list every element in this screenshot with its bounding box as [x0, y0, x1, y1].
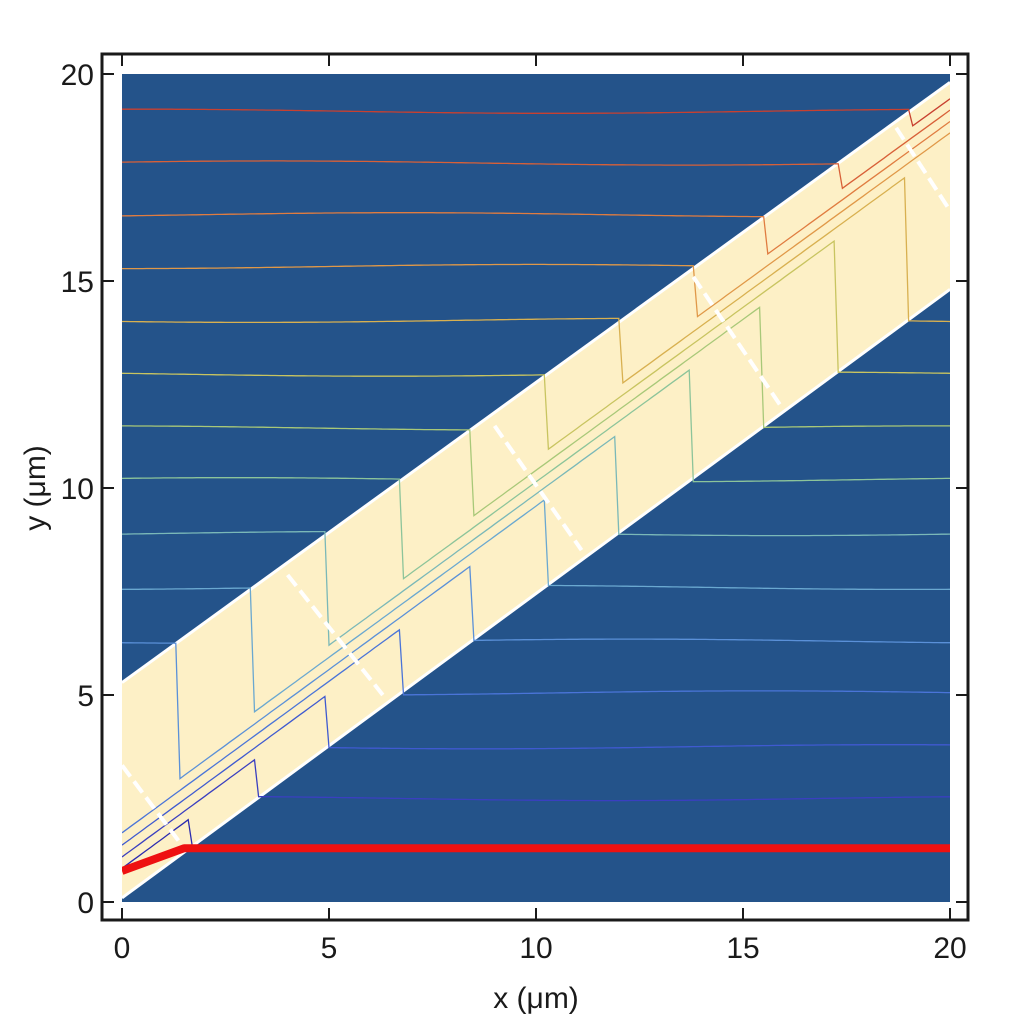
streamline-1: [122, 758, 950, 858]
streamline-4: [122, 565, 950, 780]
x-axis-title: x (μm): [493, 982, 579, 1015]
band-upper-edge: [122, 81, 950, 684]
streamline-14: [122, 98, 950, 127]
x-tick-label-3: 15: [726, 932, 759, 965]
segment-markers: [122, 126, 950, 850]
streamline-11: [122, 132, 950, 318]
streamline-6: [122, 435, 950, 647]
streamline-13: [122, 109, 950, 190]
tick-labels: 0 5 10 15 20 0 5 10 15 20: [61, 59, 967, 965]
streamline-2: [122, 695, 950, 846]
x-tick-label-4: 20: [933, 932, 966, 965]
y-tick-label-0: 0: [77, 887, 94, 920]
streamline-9: [122, 239, 950, 451]
streamline-5: [122, 498, 950, 714]
y-tick-label-3: 15: [61, 266, 94, 299]
segment-marker-3: [691, 275, 782, 407]
y-tick-label-4: 20: [61, 59, 94, 92]
segment-marker-0: [122, 764, 186, 850]
streamline-10: [122, 176, 950, 385]
streamline-12: [122, 120, 950, 256]
x-tick-label-2: 10: [519, 932, 552, 965]
y-tick-label-2: 10: [61, 473, 94, 506]
segment-marker-4: [894, 126, 950, 212]
highlight-series: [122, 844, 950, 875]
segment-marker-2: [492, 424, 584, 552]
segment-marker-1: [286, 573, 385, 697]
streamline-3: [122, 628, 950, 834]
streamline-8: [122, 306, 950, 517]
x-tick-label-0: 0: [114, 932, 131, 965]
band-fill: [122, 82, 950, 898]
axis-ticks: [102, 54, 968, 920]
y-tick-label-1: 5: [77, 680, 94, 713]
y-axis-title: y (μm): [19, 445, 52, 531]
x-tick-label-1: 5: [321, 932, 338, 965]
